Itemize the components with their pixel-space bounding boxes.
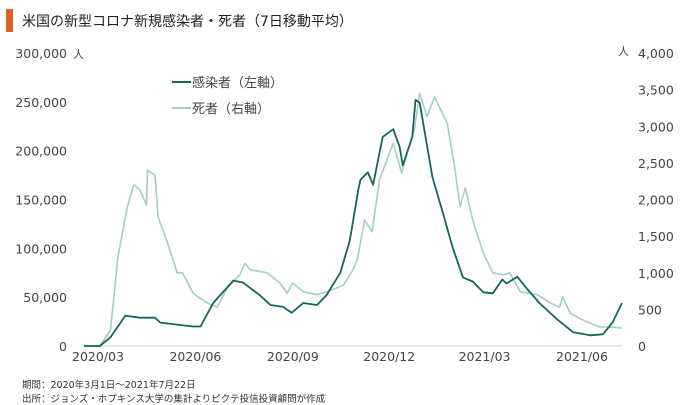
y-left-tick-label: 200,000 — [15, 144, 67, 159]
x-tick-label: 2020/12 — [363, 349, 415, 364]
title-accent-bar — [6, 9, 13, 32]
y-left-tick-label: 300,000 — [15, 46, 67, 61]
deaths-line — [84, 92, 623, 347]
x-tick-label: 2020/03 — [72, 349, 124, 364]
x-tick-label: 2020/09 — [267, 349, 319, 364]
y-right-tick-label: 2,500 — [638, 156, 674, 171]
legend-label: 感染者（左軸） — [192, 75, 283, 91]
x-tick-label: 2020/06 — [169, 349, 221, 364]
period-note: 期間：2020年3月1日～2021年7月22日 — [22, 380, 196, 391]
x-tick-label: 2021/03 — [459, 349, 511, 364]
y-left-tick-label: 100,000 — [15, 241, 67, 256]
y-right-unit: 人 — [618, 45, 629, 58]
y-right-tick-label: 3,000 — [638, 119, 674, 134]
y-right-tick-label: 3,500 — [638, 83, 674, 98]
y-right-tick-label: 1,500 — [638, 229, 674, 244]
y-left-tick-label: 150,000 — [15, 193, 67, 208]
x-tick-label: 2021/06 — [556, 349, 608, 364]
y-left-tick-label: 0 — [59, 339, 67, 354]
y-left-unit: 人 — [73, 48, 84, 61]
y-left-tick-label: 50,000 — [23, 290, 67, 305]
y-right-tick-label: 500 — [638, 302, 662, 317]
legend-label: 死者（右軸） — [192, 102, 270, 117]
y-left-tick-label: 250,000 — [15, 95, 67, 110]
chart-title: 米国の新型コロナ新規感染者・死者（7日移動平均） — [22, 14, 353, 30]
y-right-tick-label: 2,000 — [638, 193, 674, 208]
cases-line — [84, 99, 623, 347]
y-right-tick-label: 1,000 — [638, 266, 674, 281]
source-note: 出所：ジョンズ・ホプキンス大学の集計よりピクテ投信投資顧問が作成 — [22, 394, 326, 405]
y-right-tick-label: 0 — [638, 339, 646, 354]
y-right-tick-label: 4,000 — [638, 46, 674, 61]
